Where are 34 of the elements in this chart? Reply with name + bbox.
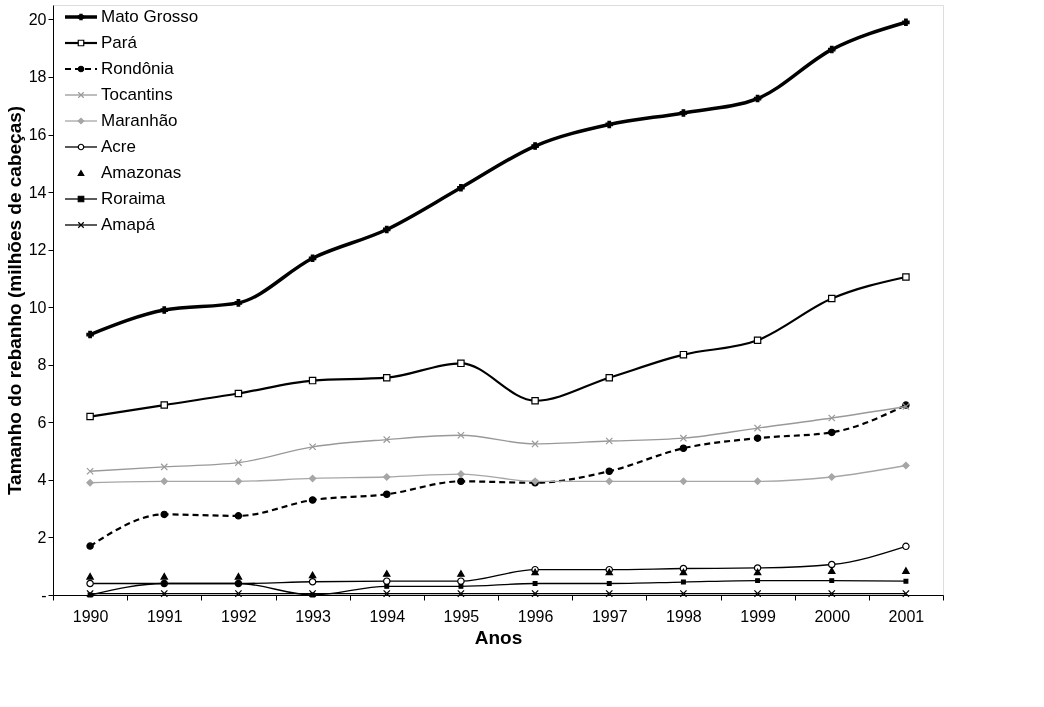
x-tick-label: 1996 <box>517 607 554 625</box>
y-tick-label: 20 <box>28 10 47 28</box>
x-axis-title: Anos <box>474 626 523 648</box>
x-tick-label: 1992 <box>221 607 257 625</box>
y-tick-label: 18 <box>28 68 47 86</box>
y-tick-label: 10 <box>28 298 47 316</box>
y-tick-label: 16 <box>28 126 47 144</box>
legend-label: Amazonas <box>101 163 182 182</box>
x-tick-label: 1995 <box>443 607 480 625</box>
y-tick-label: - <box>41 586 47 604</box>
legend-label: Roraima <box>101 189 166 208</box>
x-tick-label: 1991 <box>146 607 183 625</box>
y-tick-label: 2 <box>37 528 47 546</box>
legend-label: Acre <box>101 137 136 156</box>
y-tick-label: 8 <box>37 356 47 374</box>
x-tick-label: 1994 <box>369 607 406 625</box>
legend-label: Rondônia <box>101 59 175 78</box>
y-axis-title: Tamanho do rebanho (milhões de cabeças) <box>3 105 25 496</box>
y-tick-label: 4 <box>37 471 47 489</box>
legend-label: Amapá <box>101 215 156 234</box>
legend-label: Pará <box>101 33 138 52</box>
x-tick-label: 2001 <box>888 607 925 625</box>
x-tick-label: 1998 <box>666 607 702 625</box>
legend-label: Tocantins <box>101 85 173 104</box>
x-tick-label: 1997 <box>591 607 628 625</box>
y-tick-label: 12 <box>28 241 47 259</box>
legend-label: Maranhão <box>101 111 178 130</box>
y-tick-label: 14 <box>28 183 47 201</box>
x-tick-label: 1990 <box>72 607 109 625</box>
x-tick-label: 2000 <box>814 607 851 625</box>
legend-label: Mato Grosso <box>101 7 199 26</box>
x-tick-label: 1993 <box>295 607 331 625</box>
x-tick-label: 1999 <box>740 607 776 625</box>
y-tick-label: 6 <box>37 413 47 431</box>
